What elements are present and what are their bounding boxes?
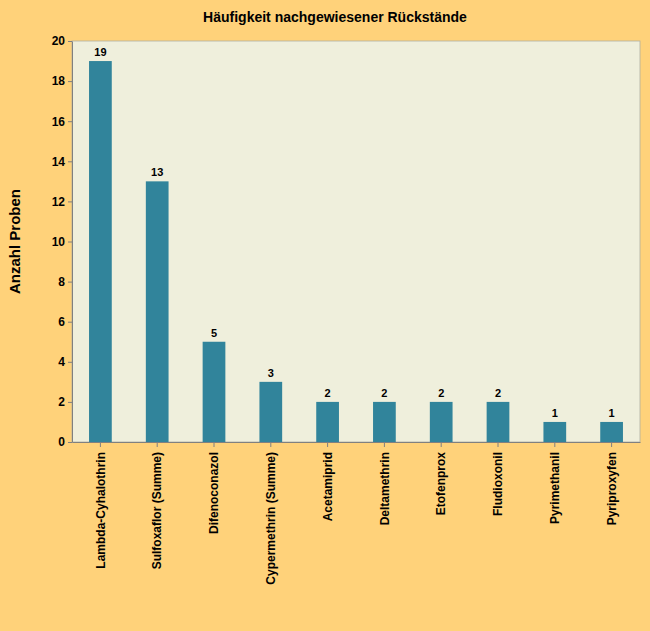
x-tick-mark xyxy=(384,442,385,447)
data-label: 13 xyxy=(151,166,163,178)
y-tick: 16 xyxy=(52,115,72,129)
x-tick: Cypermethrin (Summe) xyxy=(264,442,278,585)
y-tick: 18 xyxy=(52,74,72,88)
y-tick: 4 xyxy=(58,355,72,369)
x-tick: Acetamiprid xyxy=(321,442,335,521)
x-tick: Sulfoxaflor (Summe) xyxy=(150,442,164,569)
plot-area xyxy=(72,41,640,442)
bar xyxy=(89,61,112,442)
y-tick-mark xyxy=(68,322,72,323)
y-tick-label: 6 xyxy=(58,315,65,329)
x-tick: Etofenprox xyxy=(434,442,448,515)
bar xyxy=(203,342,226,442)
y-tick-mark xyxy=(68,121,72,122)
x-tick-mark xyxy=(498,442,499,447)
x-tick: Lambda-Cyhalothrin xyxy=(94,442,108,569)
x-tick: Deltamethrin xyxy=(378,442,392,525)
y-axis: 0 2 4 6 8 10 12 14 16 18 20 xyxy=(52,34,73,449)
chart: 19135322221102468101214161820Lambda-Cyha… xyxy=(0,0,650,631)
y-tick-mark xyxy=(68,402,72,403)
x-tick-mark xyxy=(611,442,612,447)
y-axis-line xyxy=(72,42,73,443)
plot: 19135322221102468101214161820Lambda-Cyha… xyxy=(52,34,641,584)
x-tick-label: Lambda-Cyhalothrin xyxy=(94,452,108,569)
x-tick: Difenoconazol xyxy=(207,442,221,534)
y-axis-title: Anzahl Proben xyxy=(6,189,23,294)
x-tick-label: Cypermethrin (Summe) xyxy=(264,452,278,585)
x-axis: Lambda-Cyhalothrin Sulfoxaflor (Summe) Dif… xyxy=(73,442,641,585)
y-tick-label: 0 xyxy=(58,435,65,449)
x-tick-label: Pyrimethanil xyxy=(548,452,562,524)
y-tick-label: 12 xyxy=(52,195,66,209)
background xyxy=(0,0,650,631)
title: Häufigkeit nachgewiesener Rückstände xyxy=(203,9,467,25)
data-label: 2 xyxy=(438,387,444,399)
x-tick-label: Deltamethrin xyxy=(378,452,392,525)
data-label: 2 xyxy=(495,387,501,399)
x-tick-mark xyxy=(214,442,215,447)
x-tick-label: Etofenprox xyxy=(434,452,448,516)
y-tick-mark xyxy=(68,201,72,202)
data-label: 2 xyxy=(325,387,331,399)
y-tick: 6 xyxy=(58,315,72,329)
y-tick-mark xyxy=(68,161,72,162)
y-tick-mark xyxy=(68,41,72,42)
x-tick: Pyrimethanil xyxy=(548,442,562,524)
y-tick-mark xyxy=(68,442,72,443)
y-tick-mark xyxy=(68,362,72,363)
x-tick-label: Difenoconazol xyxy=(207,452,221,534)
data-label: 1 xyxy=(552,407,558,419)
y-tick-label: 18 xyxy=(52,74,66,88)
y-tick-label: 8 xyxy=(58,275,65,289)
y-tick: 8 xyxy=(58,275,72,289)
data-labels: 19 13 5 3 2 2 2 2 1 1 xyxy=(94,46,614,419)
y-tick-mark xyxy=(68,242,72,243)
y-tick: 20 xyxy=(52,34,72,48)
y-tick-label: 16 xyxy=(52,115,66,129)
y-tick-label: 4 xyxy=(58,355,65,369)
x-tick-mark xyxy=(157,442,158,447)
data-label: 1 xyxy=(609,407,615,419)
y-tick-label: 20 xyxy=(52,34,66,48)
x-tick-mark xyxy=(270,442,271,447)
bar xyxy=(430,402,453,442)
y-tick-label: 14 xyxy=(52,155,66,169)
x-tick-mark xyxy=(441,442,442,447)
x-tick: Fludioxonil xyxy=(491,442,505,516)
data-label: 2 xyxy=(381,387,387,399)
y-tick-label: 2 xyxy=(58,395,65,409)
x-tick: Pyriproxyfen xyxy=(605,442,619,525)
x-tick-label: Sulfoxaflor (Summe) xyxy=(150,452,164,569)
bar xyxy=(146,181,169,442)
x-tick-mark xyxy=(554,442,555,447)
data-label: 5 xyxy=(211,327,217,339)
y-tick-label: 10 xyxy=(52,235,66,249)
y-tick-mark xyxy=(68,282,72,283)
y-tick: 2 xyxy=(58,395,72,409)
y-tick-mark xyxy=(68,81,72,82)
bar xyxy=(600,422,623,442)
bars xyxy=(89,61,623,442)
bar xyxy=(373,402,396,442)
y-tick: 10 xyxy=(52,235,72,249)
data-label: 19 xyxy=(94,46,106,58)
bar xyxy=(543,422,566,442)
y-tick: 14 xyxy=(52,155,72,169)
bar xyxy=(487,402,510,442)
x-tick-label: Acetamiprid xyxy=(321,452,335,521)
data-label: 3 xyxy=(268,367,274,379)
bar xyxy=(316,402,339,442)
x-tick-label: Fludioxonil xyxy=(491,452,505,516)
y-tick: 0 xyxy=(58,435,72,449)
x-tick-label: Pyriproxyfen xyxy=(605,452,619,525)
x-tick-mark xyxy=(100,442,101,447)
bar xyxy=(259,382,282,442)
x-tick-mark xyxy=(327,442,328,447)
y-tick: 12 xyxy=(52,195,72,209)
